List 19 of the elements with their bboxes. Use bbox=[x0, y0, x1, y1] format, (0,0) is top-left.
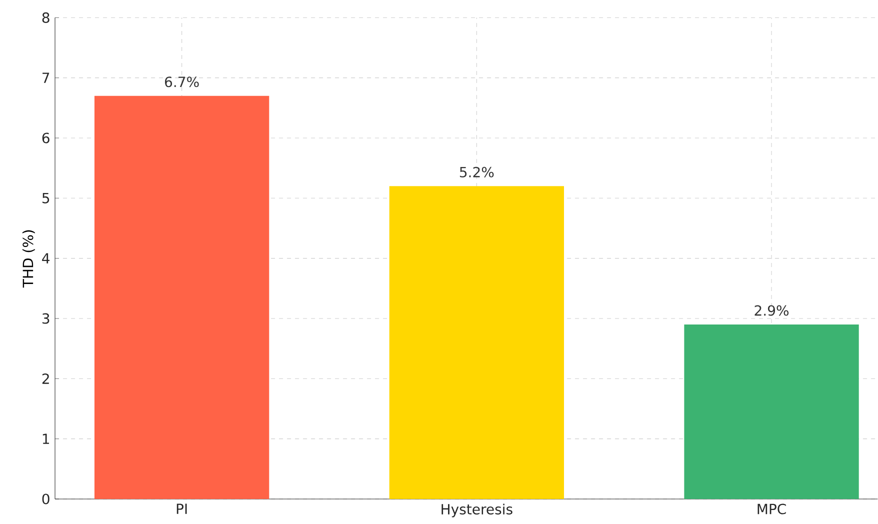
x-tick-label: Hysteresis bbox=[442, 504, 512, 518]
y-axis-title: THD (%) bbox=[22, 230, 35, 288]
data-label: 5.2% bbox=[460, 166, 494, 178]
data-label: 2.9% bbox=[754, 305, 789, 316]
x-tick-label: PI bbox=[176, 504, 187, 514]
y-tick-label: 6 bbox=[42, 132, 50, 144]
y-tick-label: 8 bbox=[42, 12, 50, 23]
y-tick-label: 5 bbox=[42, 192, 50, 204]
bar bbox=[389, 186, 564, 499]
bar bbox=[684, 324, 859, 499]
data-label: 6.7% bbox=[165, 76, 199, 88]
x-tick-label: MPC bbox=[758, 504, 786, 514]
y-tick-label: 4 bbox=[42, 253, 50, 264]
y-tick-label: 3 bbox=[42, 313, 50, 324]
y-tick-label: 2 bbox=[42, 373, 49, 384]
y-tick-label: 7 bbox=[42, 72, 50, 83]
y-tick-label: 1 bbox=[42, 434, 50, 444]
y-tick-label: 0 bbox=[42, 494, 50, 504]
bar bbox=[94, 96, 270, 499]
